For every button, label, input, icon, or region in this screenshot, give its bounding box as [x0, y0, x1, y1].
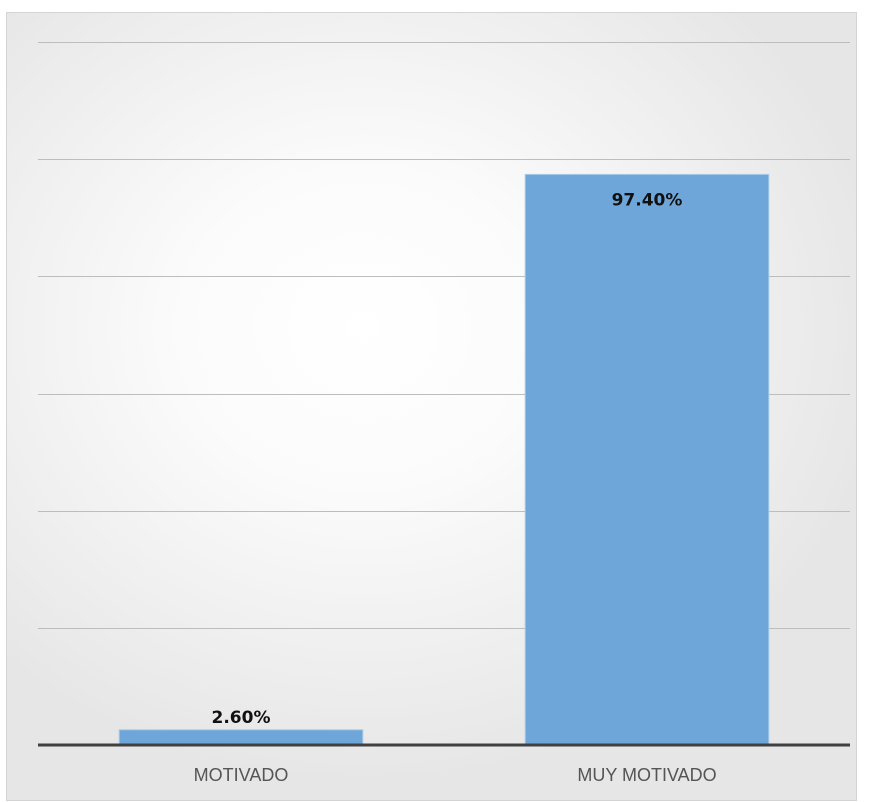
data-label-muy-motivado: 97.40% [612, 190, 683, 210]
x-axis-tick-labels: MOTIVADO MUY MOTIVADO [194, 765, 717, 785]
data-labels: 2.60% 97.40% [212, 190, 683, 727]
x-tick-label-motivado: MOTIVADO [194, 765, 289, 785]
x-tick-label-muy-motivado: MUY MOTIVADO [577, 765, 716, 785]
data-label-motivado: 2.60% [212, 708, 271, 728]
bars [118, 173, 770, 746]
bar-motivado [118, 729, 364, 746]
bar-muy-motivado [524, 173, 770, 746]
